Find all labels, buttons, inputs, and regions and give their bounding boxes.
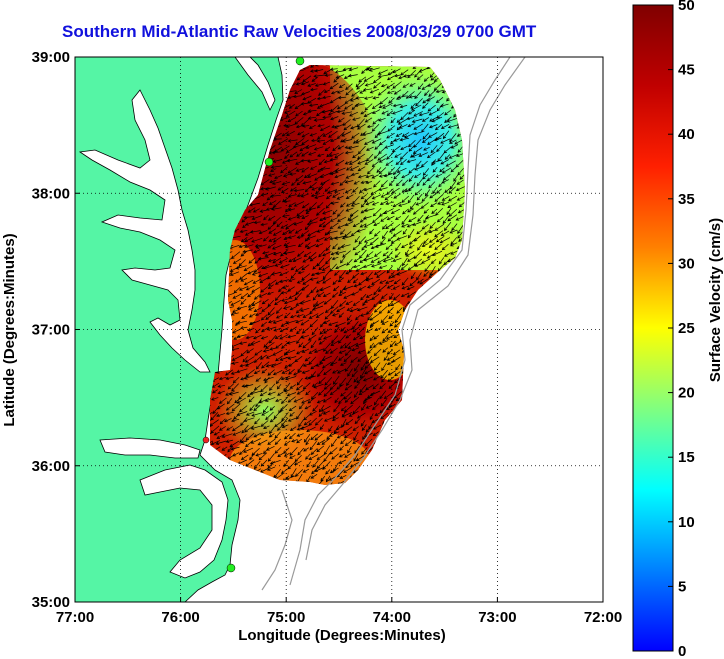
albemarle-sound <box>99 437 201 459</box>
chesapeake-bay <box>78 89 211 373</box>
colorbar-tick-label: 25 <box>678 320 695 337</box>
station-capehatteras-icon <box>202 436 210 444</box>
y-tick-label: 35:00 <box>32 594 70 611</box>
colorbar <box>632 4 674 652</box>
x-tick-label: 77:00 <box>56 609 94 626</box>
colorbar-tick-label: 40 <box>678 126 695 143</box>
pamlico-sound <box>139 464 229 579</box>
x-tick-label: 75:00 <box>267 609 305 626</box>
colorbar-tick-label: 15 <box>678 449 695 466</box>
y-axis-label: Latitude (Degrees:Minutes) <box>1 233 18 426</box>
colorbar-tick-label: 10 <box>678 514 695 531</box>
colorbar-tick-label: 0 <box>678 643 686 659</box>
x-tick-label: 76:00 <box>161 609 199 626</box>
y-tick-label: 38:00 <box>32 185 70 202</box>
x-tick-label: 72:00 <box>584 609 622 626</box>
station-south-icon <box>226 563 236 573</box>
delaware-bay <box>234 57 276 111</box>
x-axis-label: Longitude (Degrees:Minutes) <box>238 627 446 644</box>
map-title: Southern Mid-Atlantic Raw Velocities 200… <box>62 22 537 41</box>
y-tick-label: 39:00 <box>32 49 70 66</box>
colorbar-tick-label: 35 <box>678 191 695 208</box>
colorbar-tick-label: 20 <box>678 385 695 402</box>
colorbar-label: Surface Velocity (cm/s) <box>707 218 724 382</box>
x-tick-label: 73:00 <box>478 609 516 626</box>
colorbar-tick-label: 5 <box>678 578 686 595</box>
bathymetry-contour <box>261 489 293 591</box>
y-tick-label: 36:00 <box>32 458 70 475</box>
station-mid-icon <box>264 157 274 167</box>
colorbar-tick-label: 45 <box>678 62 695 79</box>
y-tick-label: 37:00 <box>32 322 70 339</box>
bathymetry-contour <box>305 57 526 561</box>
station-north-icon <box>295 56 305 66</box>
bathymetry-contour <box>289 57 511 586</box>
colorbar-tick-label: 50 <box>678 0 695 14</box>
colorbar-tick-label: 30 <box>678 255 695 272</box>
grid-lines <box>75 57 603 602</box>
x-axis-ticks: 77:00 76:00 75:00 74:00 73:00 72:00 <box>56 597 622 626</box>
x-tick-label: 74:00 <box>373 609 411 626</box>
y-axis-ticks: 39:00 38:00 37:00 36:00 35:00 <box>32 49 80 611</box>
